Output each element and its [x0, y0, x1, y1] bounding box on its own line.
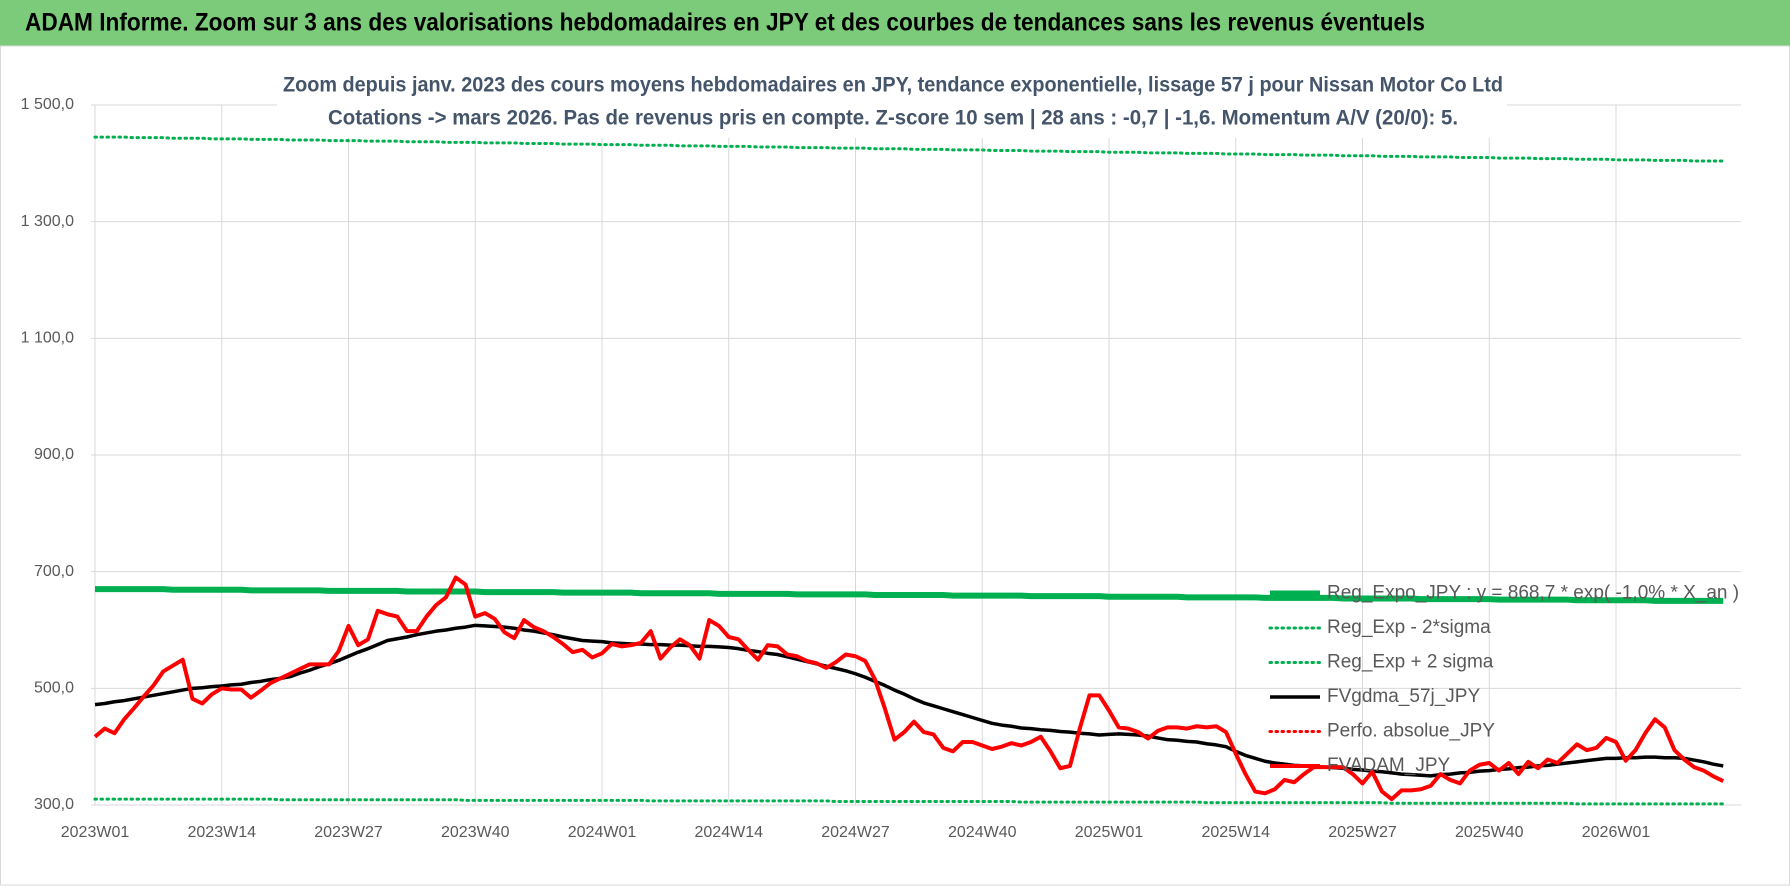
- x-tick-label: 2024W40: [948, 824, 1017, 841]
- legend-label: FVADAM_JPY: [1327, 755, 1451, 776]
- y-tick-label: 300,0: [34, 796, 74, 813]
- x-tick-label: 2026W01: [1582, 824, 1651, 841]
- frame: [0, 45, 1790, 886]
- x-tick-label: 2024W14: [695, 824, 764, 841]
- grid: 300,0 500,0 700,0 900,0 1 100,0 1 300,0 1 500,…: [21, 96, 1741, 841]
- x-tick-label: 2025W01: [1075, 824, 1144, 841]
- legend-label: Reg_Exp - 2*sigma: [1327, 617, 1491, 638]
- series-line: [95, 586, 1724, 604]
- series-line: [93, 797, 1725, 806]
- x-tick-label: 2023W27: [314, 824, 383, 841]
- y-tick-label: 900,0: [34, 446, 74, 463]
- y-tick-label: 1 300,0: [21, 213, 74, 230]
- legend-label: Reg_Exp + 2 sigma: [1327, 652, 1494, 673]
- x-tick-label: 2023W40: [441, 824, 510, 841]
- legend: Reg_Expo_JPY : y = 868,7 * exp( -1,0% * …: [1268, 583, 1739, 776]
- x-tick-label: 2023W14: [188, 824, 257, 841]
- header-bar: [0, 0, 1790, 46]
- y-tick-label: 1 100,0: [21, 330, 74, 347]
- legend-label: Reg_Expo_JPY : y = 868,7 * exp( -1,0% * …: [1327, 583, 1739, 604]
- legend-label: FVgdma_57j_JPY: [1327, 686, 1480, 707]
- x-tick-label: 2024W01: [568, 824, 637, 841]
- x-tick-label: 2025W27: [1328, 824, 1397, 841]
- x-tick-label: 2023W01: [61, 824, 130, 841]
- x-tick-label: 2025W40: [1455, 824, 1524, 841]
- plot: [93, 135, 1725, 806]
- y-tick-label: 1 500,0: [21, 96, 74, 113]
- y-tick-label: 500,0: [34, 680, 74, 697]
- title-background: [277, 68, 1507, 138]
- header-title: ADAM Informe. Zoom sur 3 ans des valoris…: [25, 9, 1425, 37]
- chart-subtitle: Cotations -> mars 2026. Pas de revenus p…: [328, 107, 1458, 130]
- series-line: [94, 623, 1724, 778]
- legend-label: Perfo. absolue_JPY: [1327, 721, 1495, 742]
- x-tick-label: 2025W14: [1202, 824, 1271, 841]
- chart-title: Zoom depuis janv. 2023 des cours moyens …: [283, 74, 1503, 97]
- series-line: [93, 575, 1725, 802]
- series-line: [93, 135, 1725, 163]
- y-tick-label: 700,0: [34, 563, 74, 580]
- x-tick-label: 2024W27: [821, 824, 890, 841]
